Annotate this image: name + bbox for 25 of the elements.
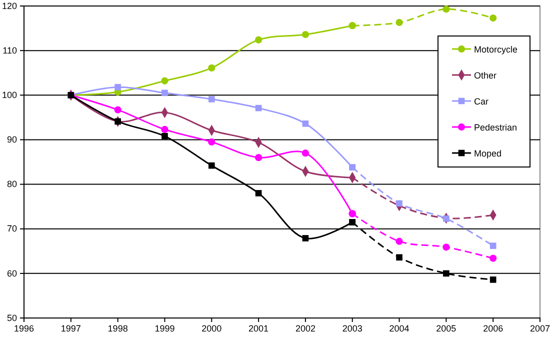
x-tick-label: 2005 [436, 323, 456, 334]
legend-label: Moped [474, 148, 502, 158]
y-tick-label: 80 [6, 179, 17, 190]
y-tick-label: 90 [6, 134, 17, 145]
x-tick-label: 2007 [530, 323, 550, 334]
y-tick-label: 110 [2, 45, 17, 56]
y-tick-label: 100 [2, 90, 17, 100]
y-tick-label: 50 [6, 312, 17, 323]
x-tick-label: 2004 [389, 323, 410, 334]
x-tick-label: 1997 [60, 323, 81, 334]
x-tick-label: 1998 [108, 323, 128, 334]
x-tick-label: 2002 [295, 323, 316, 334]
y-tick-label: 60 [6, 268, 17, 278]
legend-label: Pedestrian [474, 122, 518, 132]
y-tick-label: 120 [2, 0, 17, 11]
x-tick-label: 2001 [248, 323, 269, 334]
x-tick-label: 2000 [202, 323, 222, 334]
legend-label: Other [474, 70, 497, 80]
y-tick-label: 70 [6, 224, 17, 234]
x-tick-label: 2006 [483, 323, 504, 334]
legend-label: Motorcycle [474, 44, 518, 54]
x-tick-label: 1996 [14, 323, 34, 334]
x-tick-label: 2003 [342, 323, 362, 334]
x-tick-label: 1999 [154, 323, 175, 334]
legend-label: Car [474, 96, 489, 106]
